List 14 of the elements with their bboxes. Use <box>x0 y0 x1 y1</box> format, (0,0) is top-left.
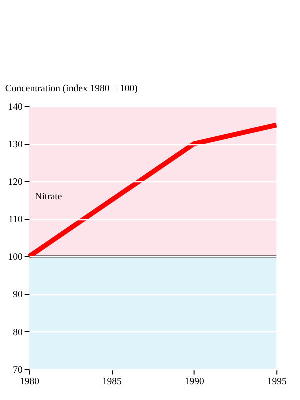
y-tick-label: 120 <box>8 176 24 188</box>
y-tick-label: 110 <box>8 214 24 226</box>
x-tick-label: 1995 <box>267 376 287 388</box>
y-tick-label: 80 <box>13 327 24 338</box>
x-tick-label: 1980 <box>20 376 40 388</box>
y-tick-label: 130 <box>8 139 24 150</box>
y-tick-label: 140 <box>8 102 24 113</box>
y-tick-label: 100 <box>8 252 24 264</box>
y-axis-title: Concentration (index 1980 = 100) <box>5 83 138 94</box>
y-tick-label: 70 <box>13 364 24 376</box>
x-tick-label: 1990 <box>184 376 205 388</box>
y-tick-label: 90 <box>13 290 24 301</box>
x-tick-label: 1985 <box>102 376 122 388</box>
text: Nitrate <box>35 191 62 202</box>
